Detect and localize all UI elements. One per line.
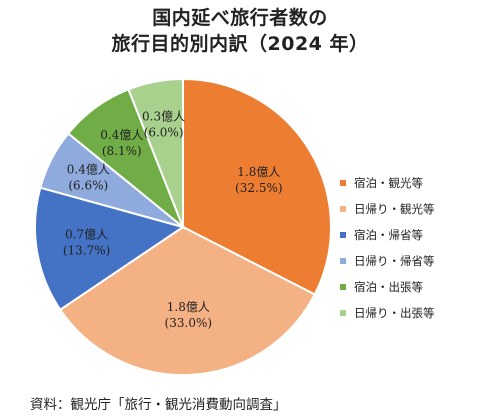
- legend-swatch: [340, 206, 346, 212]
- slice-label-top-2: 1.8億人: [167, 300, 210, 314]
- legend-label: 日帰り・出張等: [354, 306, 435, 320]
- pie-slice-6: [127, 77, 184, 228]
- legend-item-6: 日帰り・出張等: [340, 300, 435, 326]
- legend-item-3: 宿泊・帰省等: [340, 222, 435, 248]
- legend: 宿泊・観光等 日帰り・観光等 宿泊・帰省等 日帰り・帰省等 宿泊・出張等 日帰り・出張等: [340, 170, 435, 326]
- legend-swatch: [340, 180, 346, 186]
- legend-item-5: 宿泊・出張等: [340, 274, 435, 300]
- slice-label-top-4: 0.4億人: [67, 163, 110, 177]
- slice-label-top-1: 1.8億人: [237, 165, 280, 179]
- slice-label-bottom-2: (33.0%): [165, 316, 212, 330]
- legend-label: 日帰り・帰省等: [354, 254, 435, 268]
- pie-slice-2: [58, 225, 317, 376]
- legend-label: 日帰り・観光等: [354, 202, 435, 216]
- legend-swatch: [340, 310, 346, 316]
- slice-label-bottom-6: (6.0%): [144, 126, 184, 140]
- legend-label: 宿泊・帰省等: [354, 228, 423, 242]
- slice-label-top-6: 0.3億人: [142, 110, 185, 124]
- legend-label: 宿泊・観光等: [354, 176, 423, 190]
- legend-swatch: [340, 258, 346, 264]
- chart-title-line1: 国内延べ旅行者数の: [152, 7, 328, 29]
- pie-slice-1: [182, 77, 332, 296]
- slice-label-bottom-1: (32.5%): [235, 181, 282, 195]
- legend-item-1: 宿泊・観光等: [340, 170, 435, 196]
- legend-swatch: [340, 284, 346, 290]
- legend-swatch: [340, 232, 346, 238]
- legend-item-4: 日帰り・帰省等: [340, 248, 435, 274]
- chart-title-line2: 旅行目的別内訳（2024 年）: [111, 33, 369, 55]
- pie-slice-3: [34, 186, 186, 312]
- source-note: 資料：観光庁「旅行・観光消費動向調査」: [30, 397, 287, 413]
- slice-label-bottom-5: (8.1%): [102, 144, 142, 158]
- slice-label-top-5: 0.4億人: [100, 128, 143, 142]
- legend-item-2: 日帰り・観光等: [340, 196, 435, 222]
- slice-label-bottom-4: (6.6%): [68, 179, 108, 193]
- slice-label-bottom-3: (13.7%): [63, 243, 110, 257]
- slice-label-top-3: 0.7億人: [65, 227, 108, 241]
- legend-label: 宿泊・出張等: [354, 280, 423, 294]
